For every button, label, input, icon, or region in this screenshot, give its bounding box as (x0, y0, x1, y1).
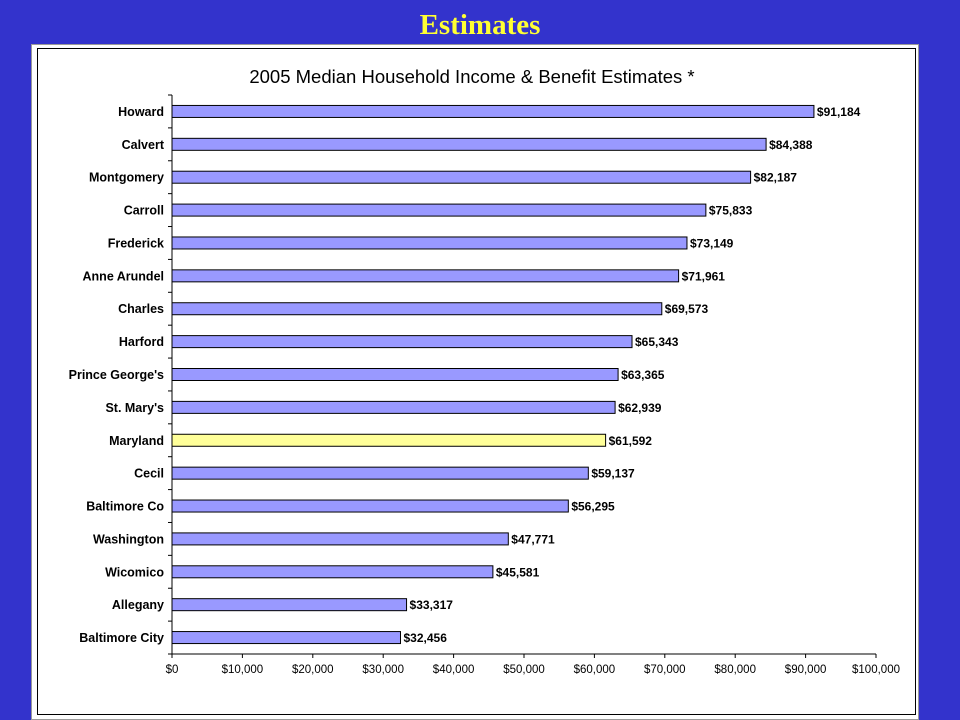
data-label: $84,388 (769, 138, 813, 152)
x-tick-label: $30,000 (362, 664, 404, 676)
category-label: Montgomery (89, 171, 164, 185)
category-label: Maryland (109, 434, 164, 448)
bar-baltimore-co (171, 499, 569, 513)
bar-baltimore-city (171, 631, 401, 645)
plot-area: $0 $10,000 $20,000 $30,000 $40,000 $50,000 $60… (69, 94, 900, 676)
x-tick-label: $40,000 (433, 664, 475, 676)
data-label: $59,137 (591, 467, 635, 481)
bar-prince-george-s (171, 368, 619, 381)
x-tick-label: $60,000 (574, 664, 616, 676)
x-tick-label: $10,000 (222, 664, 264, 676)
category-label: Cecil (134, 467, 164, 481)
data-label: $82,187 (754, 171, 798, 185)
bar-chart: 2005 Median Household Income & Benefit E… (69, 66, 900, 676)
bar-carroll (171, 203, 707, 217)
x-tick-label: $80,000 (714, 664, 756, 676)
category-label: Howard (118, 105, 164, 119)
category-label: Allegany (112, 598, 164, 612)
category-label: Baltimore City (79, 631, 164, 645)
bar-wicomico (171, 565, 494, 579)
category-label: Carroll (124, 204, 164, 218)
slide-title: Estimates (419, 9, 541, 41)
data-label: $69,573 (665, 302, 709, 316)
bar-calvert (171, 137, 767, 151)
category-label: Washington (93, 532, 164, 546)
bar-harford (171, 335, 633, 349)
category-label: Charles (118, 302, 164, 316)
data-label: $56,295 (571, 500, 615, 514)
category-label: Baltimore Co (86, 500, 164, 514)
x-tick-label: $90,000 (785, 664, 827, 676)
data-label: $91,184 (817, 105, 861, 119)
chart-title: 2005 Median Household Income & Benefit E… (249, 66, 694, 87)
data-label: $45,581 (496, 565, 540, 579)
bar-frederick (171, 236, 688, 250)
data-label: $73,149 (690, 236, 734, 250)
category-label: St. Mary's (105, 401, 164, 415)
category-label: Wicomico (105, 565, 164, 579)
chart-area: 2005 Median Household Income & Benefit E… (37, 48, 916, 715)
data-label: $62,939 (618, 401, 662, 415)
category-label: Prince George's (69, 368, 164, 382)
data-label: $33,317 (410, 598, 454, 612)
data-label: $61,592 (609, 434, 653, 448)
bar-washington (171, 532, 509, 546)
bar-charles (171, 302, 663, 316)
bar-montgomery (171, 170, 752, 184)
x-tick-label: $0 (166, 664, 179, 676)
bar-allegany (171, 598, 408, 612)
x-tick-label: $20,000 (292, 664, 334, 676)
data-label: $75,833 (709, 204, 753, 218)
category-label: Calvert (122, 138, 165, 152)
category-label: Harford (119, 335, 164, 349)
data-label: $47,771 (511, 532, 555, 546)
x-tick-label: $70,000 (644, 664, 686, 676)
x-tick-label: $50,000 (503, 664, 545, 676)
data-label: $63,365 (621, 368, 665, 382)
data-label: $32,456 (403, 631, 447, 645)
data-label: $65,343 (635, 335, 679, 349)
bar-maryland (171, 433, 607, 447)
bar-cecil (171, 466, 589, 480)
category-label: Anne Arundel (83, 269, 164, 283)
bar-howard (171, 104, 815, 118)
bar-st-mary-s (171, 400, 616, 414)
category-label: Frederick (108, 236, 164, 250)
x-tick-label: $100,000 (852, 664, 900, 676)
data-label: $71,961 (682, 269, 726, 283)
bar-anne-arundel (171, 269, 680, 283)
